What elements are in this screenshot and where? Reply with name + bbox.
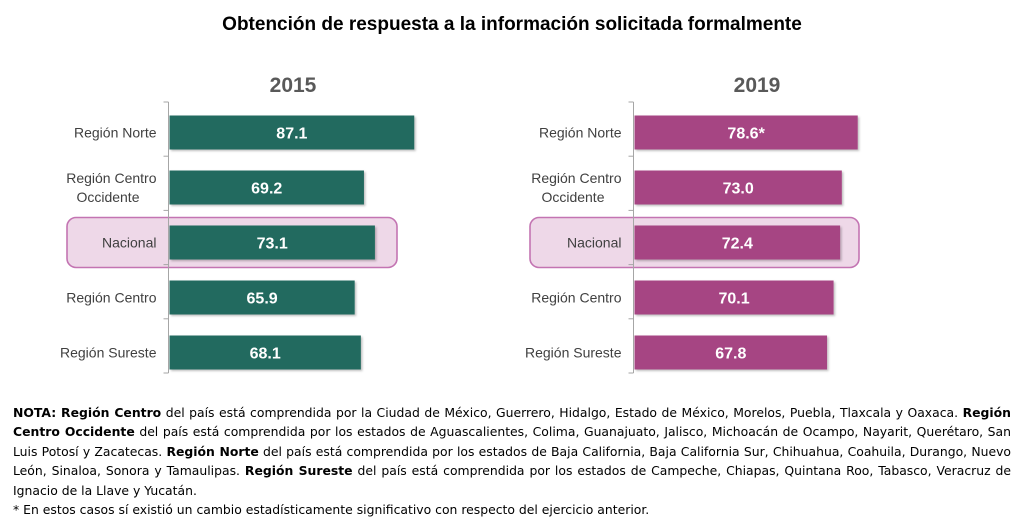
bar-value-label: 72.4 (722, 236, 753, 253)
category-label: Región Sureste (60, 345, 157, 361)
bar (169, 280, 355, 315)
bar (169, 335, 361, 370)
bar-value-label: 78.6* (727, 126, 765, 143)
category-label: Nacional (567, 235, 621, 251)
category-label: Occidente (541, 189, 604, 205)
bar (634, 335, 828, 370)
category-label: Región Norte (539, 125, 622, 141)
bar-value-label: 70.1 (718, 291, 749, 308)
bar-value-label: 67.8 (715, 346, 746, 363)
footnote-text: * En estos casos sí existió un cambio es… (13, 502, 650, 518)
note-text: NOTA: Región Centro del país está compre… (13, 403, 1011, 500)
note-region-description: del país está comprendida por los estado… (13, 443, 1011, 479)
category-label: Región Centro (66, 290, 156, 306)
chart-2019: 2019 78.6* Región Norte 73.0 Región Centro Oc… (525, 74, 860, 374)
bar-value-label: 73.0 (723, 181, 754, 198)
bar (169, 225, 375, 260)
category-label: Nacional (102, 235, 156, 251)
note-block: NOTA: Región Centro del país está compre… (13, 403, 1011, 519)
category-label: Región Norte (74, 125, 157, 141)
bar (634, 225, 841, 260)
note-region-name: Región Norte (166, 443, 259, 459)
chart-2015: 2015 87.1 Región Norte 69.2 Región Centro Occ… (60, 74, 415, 374)
category-label: Región Centro (531, 170, 621, 186)
bar-value-label: 69.2 (251, 181, 282, 198)
bar (169, 170, 364, 205)
category-label: Región Sureste (525, 345, 622, 361)
bar-value-label: 73.1 (257, 236, 288, 253)
note-region-description: del país está comprendida por los estado… (13, 424, 1011, 459)
bar (634, 170, 842, 205)
note-region-name: NOTA: Región Centro (13, 405, 162, 420)
bar (634, 280, 834, 315)
category-label: Occidente (76, 189, 139, 205)
category-label: Región Centro (66, 170, 156, 186)
note-region-description: del país está comprendida por los estado… (13, 463, 1012, 498)
bar (169, 115, 415, 150)
year-title: 2015 (270, 74, 317, 97)
year-title: 2019 (734, 74, 781, 97)
bar-value-label: 65.9 (247, 291, 278, 308)
note-region-name: Región Sureste (244, 463, 353, 479)
category-label: Región Centro (531, 290, 621, 306)
note-region-name: Región Centro Occidente (13, 405, 1011, 440)
chart-title: Obtención de respuesta a la información … (222, 14, 802, 35)
note-region-description: del país está comprendida por la Ciudad … (161, 405, 963, 420)
bar-value-label: 87.1 (276, 126, 307, 143)
bar (634, 115, 858, 150)
charts-canvas: 2015 87.1 Región Norte 69.2 Región Centro Occ… (60, 74, 860, 374)
bar-value-label: 68.1 (250, 346, 281, 363)
